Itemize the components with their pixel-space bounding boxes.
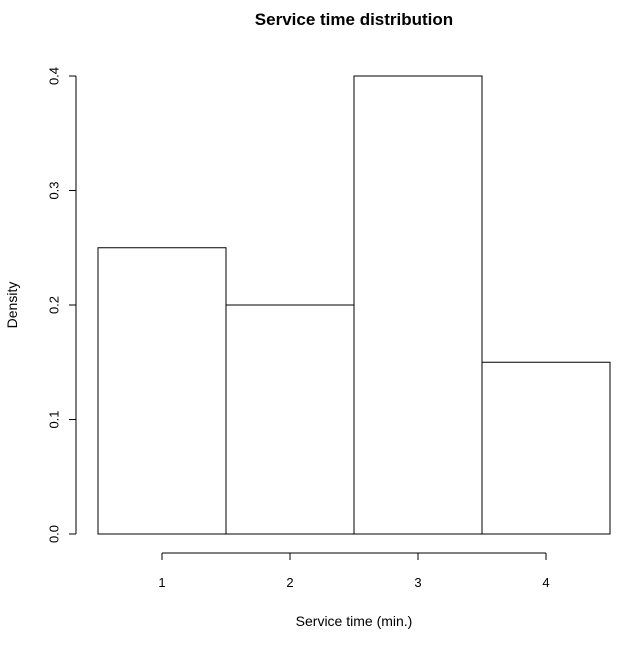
x-axis: 1 2 3 4 — [158, 552, 550, 590]
bar-3 — [353, 75, 483, 535]
x-tick-label: 1 — [158, 575, 165, 590]
bar-4 — [481, 361, 611, 535]
y-tick-label: 0.2 — [47, 296, 62, 314]
x-axis-title: Service time (min.) — [296, 613, 413, 629]
y-axis-title: Density — [4, 282, 20, 329]
bar-2 — [225, 304, 355, 535]
y-tick-label: 0.0 — [47, 525, 62, 543]
chart-title: Service time distribution — [255, 10, 453, 29]
bars-group — [97, 75, 611, 535]
y-tick-label: 0.1 — [47, 410, 62, 428]
y-tick-label: 0.4 — [47, 67, 62, 85]
y-axis: 0.0 0.1 0.2 0.3 0.4 — [47, 67, 77, 543]
x-tick-label: 2 — [286, 575, 293, 590]
x-tick-label: 4 — [542, 575, 549, 590]
x-tick-label: 3 — [414, 575, 421, 590]
bar-1 — [97, 247, 227, 535]
y-tick-label: 0.3 — [47, 181, 62, 199]
